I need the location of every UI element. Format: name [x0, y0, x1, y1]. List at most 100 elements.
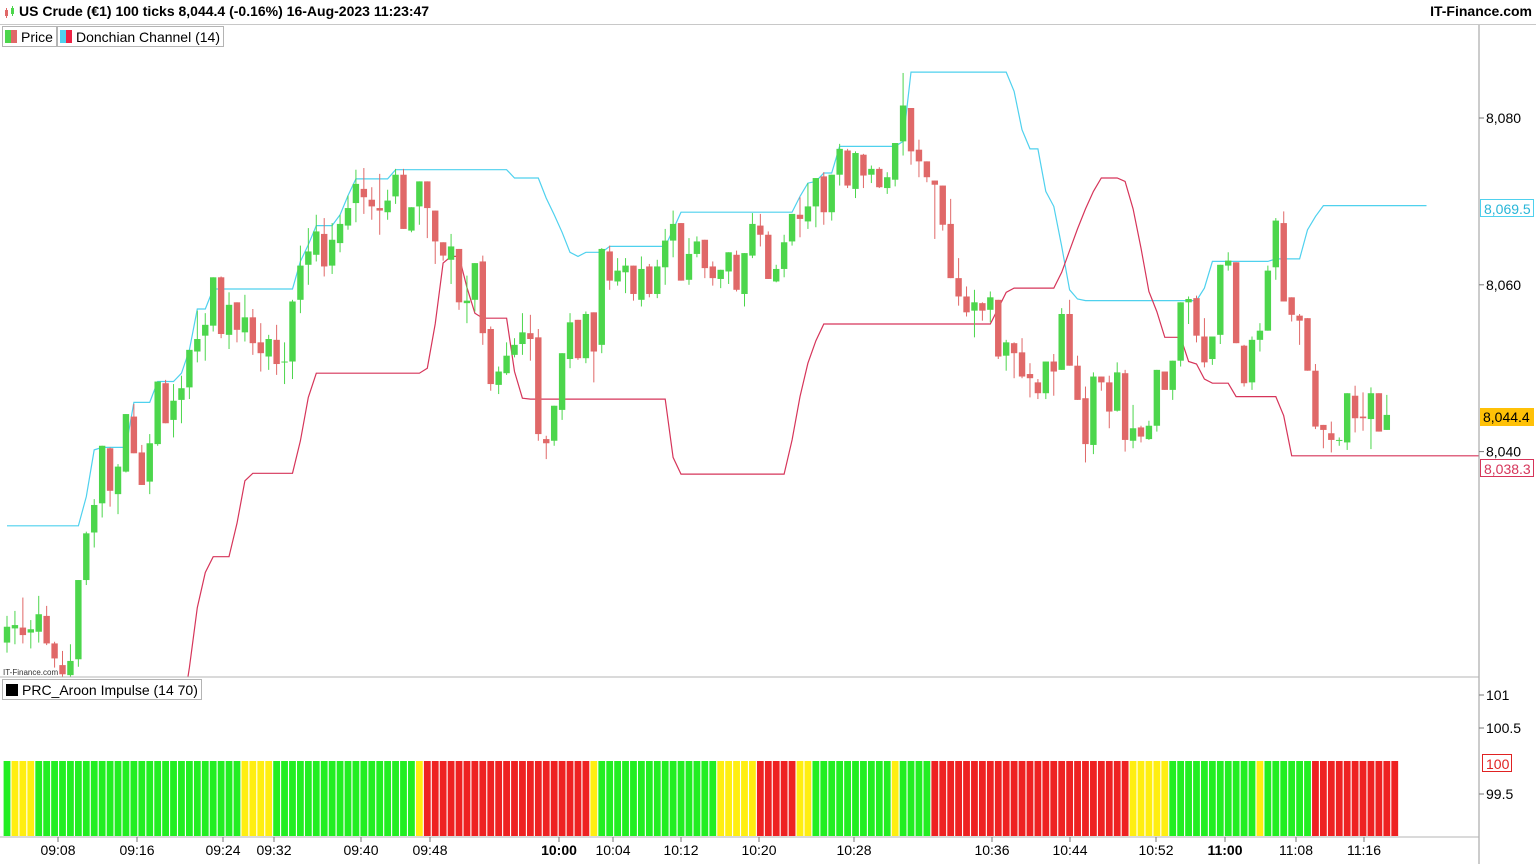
indicator-bar — [447, 761, 455, 836]
indicator-bar — [1121, 761, 1129, 836]
candle — [439, 242, 447, 261]
candle — [1201, 318, 1208, 368]
indicator-bar — [289, 761, 296, 836]
candle — [471, 263, 479, 312]
donchian-lower-line — [187, 177, 1479, 677]
candle — [638, 256, 645, 307]
indicator-bar — [1002, 761, 1010, 836]
time-tick-label: 10:20 — [741, 842, 776, 858]
candle — [27, 620, 34, 649]
candle — [1272, 218, 1279, 280]
indicator-bar — [1256, 761, 1264, 836]
candle — [19, 597, 27, 644]
indicator-bar — [1153, 761, 1161, 836]
indicator-bar — [1391, 761, 1399, 836]
candle — [1106, 375, 1113, 429]
candle — [1090, 372, 1097, 455]
candle — [1185, 296, 1192, 324]
price-legend[interactable]: Price — [2, 26, 57, 47]
indicator-bar — [408, 761, 415, 836]
indicator-bar — [978, 761, 986, 836]
indicator-bar — [685, 761, 693, 836]
candle — [297, 245, 304, 314]
candle — [955, 258, 962, 306]
indicator-bar — [566, 761, 574, 836]
indicator-bar — [1264, 761, 1272, 836]
indicator-bar — [986, 761, 994, 836]
time-tick-label: 09:16 — [119, 842, 154, 858]
candle — [352, 169, 360, 223]
price-legend-label: Price — [21, 28, 53, 45]
price-swatch-icon — [5, 30, 17, 43]
indicator-bar — [1201, 761, 1208, 836]
candle — [432, 210, 439, 264]
indicator-bar — [717, 761, 725, 836]
indicator-swatch-icon — [6, 683, 18, 696]
candle — [1137, 425, 1145, 443]
candle — [598, 248, 605, 354]
donchian-legend[interactable]: Donchian Channel (14) — [57, 26, 224, 47]
price-tick-label: 8,040 — [1486, 444, 1521, 460]
indicator-bar — [1074, 761, 1081, 836]
candle — [693, 236, 701, 258]
indicator-bar — [542, 761, 550, 836]
candle — [83, 531, 90, 586]
time-tick-label: 10:28 — [836, 842, 871, 858]
indicator-bar — [534, 761, 542, 836]
candle — [194, 310, 201, 363]
candle — [1264, 265, 1272, 331]
candle — [265, 334, 272, 370]
indicator-bar — [772, 761, 780, 836]
indicator-bar — [1208, 761, 1216, 836]
indicator-bar — [384, 761, 392, 836]
indicator-bar — [1113, 761, 1121, 836]
indicator-bar — [867, 761, 875, 836]
indicator-bar — [249, 761, 257, 836]
indicator-bar — [741, 761, 748, 836]
indicator-bar — [1090, 761, 1097, 836]
candle — [701, 239, 709, 279]
indicator-bar — [1232, 761, 1240, 836]
candle — [661, 228, 669, 285]
candle — [1328, 421, 1335, 453]
candle — [574, 319, 582, 360]
indicator-bar — [130, 761, 138, 836]
candle — [336, 214, 344, 253]
indicator-bar — [328, 761, 336, 836]
indicator-bar — [1375, 761, 1383, 836]
candle — [75, 580, 82, 667]
candle — [1367, 387, 1375, 450]
donchian-legend-label: Donchian Channel (14) — [76, 28, 220, 45]
candle — [154, 381, 161, 446]
candle — [328, 223, 336, 274]
candle — [780, 234, 788, 278]
candle — [424, 181, 431, 239]
candle — [495, 366, 502, 395]
indicator-bar — [963, 761, 970, 836]
candle — [614, 258, 621, 286]
indicator-bar — [19, 761, 27, 836]
indicator-bar — [1193, 761, 1200, 836]
candle — [313, 214, 320, 262]
indicator-bar — [645, 761, 653, 836]
candle — [566, 313, 574, 369]
brand-name[interactable]: IT-Finance.com — [1430, 3, 1532, 19]
indicator-bar — [59, 761, 66, 836]
candle — [558, 353, 566, 420]
candle — [241, 294, 249, 342]
indicator-bar — [955, 761, 962, 836]
indicator-bar — [1327, 761, 1335, 836]
indicator-bar — [1177, 761, 1185, 836]
indicator-bar — [185, 761, 193, 836]
candle — [376, 173, 383, 235]
candle — [987, 291, 994, 323]
indicator-bar — [630, 761, 637, 836]
indicator-bar — [828, 761, 836, 836]
indicator-legend[interactable]: PRC_Aroon Impulse (14 70) — [2, 679, 202, 700]
price-tick-label: 8,080 — [1486, 110, 1521, 126]
candle — [582, 311, 590, 364]
candle — [519, 313, 526, 355]
candle — [1256, 323, 1264, 352]
candle — [1161, 371, 1168, 390]
indicator-bar — [1240, 761, 1248, 836]
